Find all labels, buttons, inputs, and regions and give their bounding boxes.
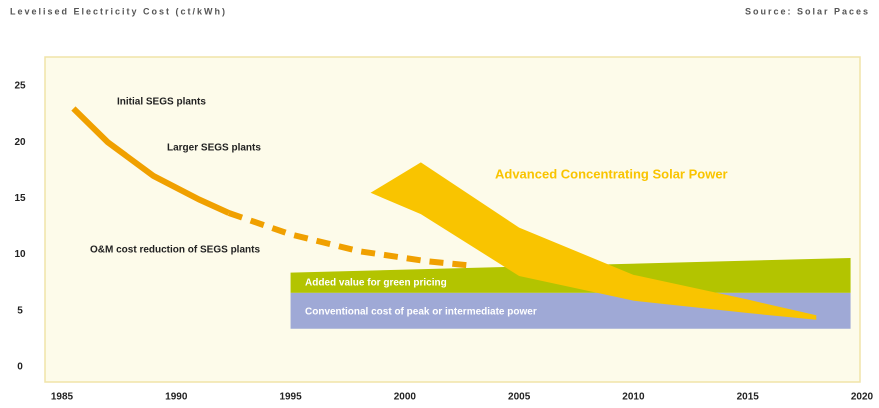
x-tick-label: 2015: [737, 392, 760, 403]
x-tick-label: 2000: [394, 392, 417, 403]
x-tick-label: 2005: [508, 392, 531, 403]
x-tick-label: 1995: [279, 392, 302, 403]
y-tick-label: 10: [14, 249, 26, 260]
x-tick-label: 2020: [851, 392, 874, 403]
annotation: O&M cost reduction of SEGS plants: [90, 245, 260, 256]
y-tick-label: 15: [14, 193, 26, 204]
y-tick-label: 20: [14, 137, 26, 148]
x-tick-label: 1985: [51, 392, 74, 403]
annotation: Added value for green pricing: [305, 278, 447, 289]
annotation: Conventional cost of peak or intermediat…: [305, 307, 537, 318]
x-tick-label: 2010: [622, 392, 645, 403]
cost-curve: [227, 210, 474, 269]
y-tick-label: 25: [14, 81, 26, 92]
source: Source: Solar Paces: [745, 6, 870, 16]
chart-title: Levelised Electricity Cost (ct/kWh): [10, 6, 227, 16]
annotation: Initial SEGS plants: [117, 97, 206, 108]
y-tick-label: 5: [17, 305, 23, 316]
annotation: Larger SEGS plants: [167, 143, 261, 154]
cost-curve: [71, 106, 231, 216]
band: [370, 162, 817, 320]
x-tick-label: 1990: [165, 392, 188, 403]
annotation: Advanced Concentrating Solar Power: [495, 166, 728, 181]
y-tick-label: 0: [17, 362, 23, 373]
